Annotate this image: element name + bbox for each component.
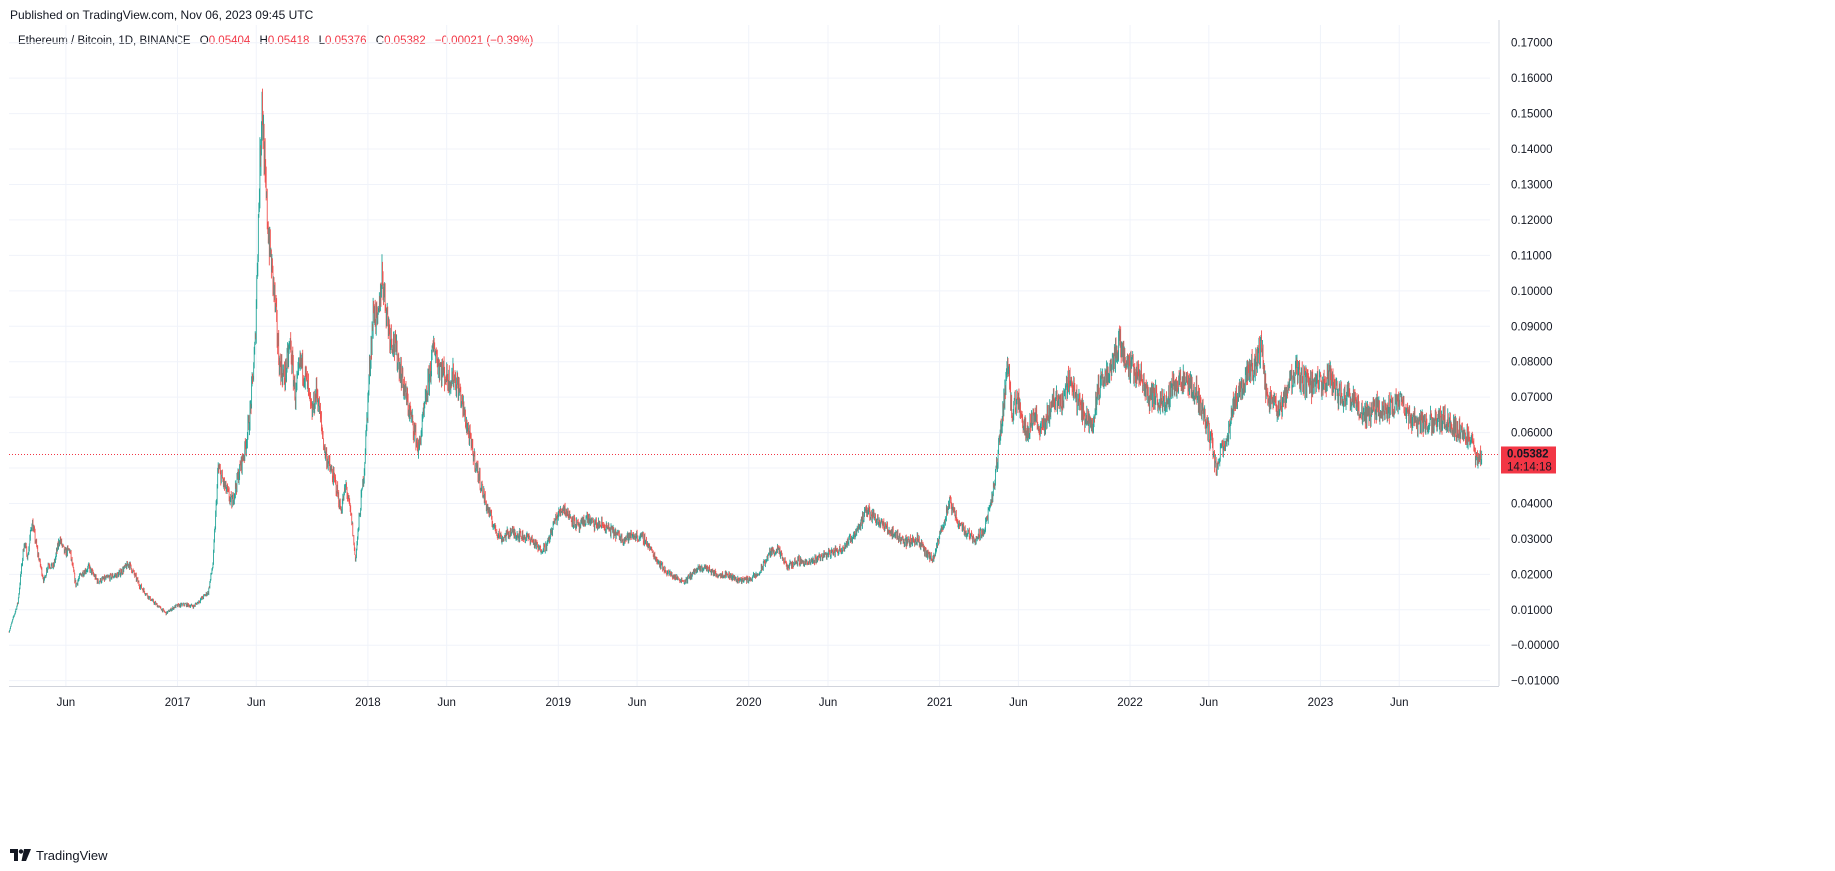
published-caption: Published on TradingView.com, Nov 06, 20… bbox=[10, 8, 314, 22]
grid bbox=[9, 25, 1490, 686]
tradingview-brand: TradingView bbox=[36, 847, 108, 863]
last-price-badge-bg bbox=[1501, 446, 1556, 474]
low-label: L bbox=[318, 35, 325, 47]
y-tick-label: 0.08000 bbox=[1511, 357, 1553, 369]
countdown-label: 14:14:18 bbox=[1507, 461, 1552, 473]
x-tick-label: Jun bbox=[437, 697, 456, 709]
x-tick-label: Jun bbox=[628, 697, 647, 709]
y-tick-label: −0.00000 bbox=[1511, 640, 1559, 652]
y-tick-label: 0.14000 bbox=[1511, 144, 1553, 156]
tradingview-footer[interactable]: TradingView bbox=[10, 847, 108, 863]
change-value: −0.00021 (−0.39%) bbox=[434, 35, 534, 47]
ohlc-legend: Ethereum / Bitcoin, 1D, BINANCE O0.05404… bbox=[18, 35, 533, 47]
open-label: O bbox=[199, 35, 209, 47]
x-tick-label: 2019 bbox=[546, 697, 572, 709]
close-label: C bbox=[375, 35, 385, 47]
x-tick-label: Jun bbox=[819, 697, 838, 709]
close-value: 0.05382 bbox=[384, 35, 426, 47]
last-price-badge: 0.05382 14:14:18 bbox=[1501, 446, 1556, 474]
y-tick-label: 0.12000 bbox=[1511, 215, 1553, 227]
y-tick-label: 0.13000 bbox=[1511, 179, 1553, 191]
y-tick-label: 0.06000 bbox=[1511, 428, 1553, 440]
x-tick-label: Jun bbox=[57, 697, 76, 709]
y-tick-label: 0.16000 bbox=[1511, 73, 1553, 85]
y-tick-label: 0.11000 bbox=[1511, 250, 1552, 262]
high-label: H bbox=[259, 35, 268, 47]
y-tick-label: 0.17000 bbox=[1511, 38, 1553, 50]
symbol-label: Ethereum / Bitcoin, 1D, BINANCE bbox=[18, 35, 191, 47]
x-tick-label: Jun bbox=[247, 697, 266, 709]
y-tick-label: 0.04000 bbox=[1511, 498, 1553, 510]
x-tick-label: 2021 bbox=[927, 697, 953, 709]
tradingview-logo-icon bbox=[10, 849, 31, 861]
last-price-label: 0.05382 bbox=[1507, 448, 1549, 460]
y-tick-label: −0.01000 bbox=[1511, 676, 1559, 688]
y-tick-label: 0.09000 bbox=[1511, 321, 1553, 333]
x-tick-label: 2023 bbox=[1308, 697, 1334, 709]
candlesticks bbox=[8, 88, 1483, 633]
x-tick-label: 2020 bbox=[736, 697, 762, 709]
y-tick-label: 0.02000 bbox=[1511, 569, 1553, 581]
axes: 0.17000 0.16000 0.15000 0.14000 0.13000 0.120… bbox=[9, 20, 1559, 709]
high-value: 0.05418 bbox=[267, 35, 310, 47]
low-value: 0.05376 bbox=[325, 35, 367, 47]
x-tick-label: Jun bbox=[1200, 697, 1219, 709]
y-tick-label: 0.03000 bbox=[1511, 534, 1553, 546]
open-value: 0.05404 bbox=[208, 35, 251, 47]
y-tick-label: 0.15000 bbox=[1511, 109, 1553, 121]
x-tick-label: 2018 bbox=[355, 697, 381, 709]
x-tick-label: 2017 bbox=[165, 697, 191, 709]
y-tick-label: 0.07000 bbox=[1511, 392, 1553, 404]
y-tick-label: 0.10000 bbox=[1511, 286, 1553, 298]
y-tick-label: 0.01000 bbox=[1511, 605, 1553, 617]
x-tick-label: Jun bbox=[1390, 697, 1409, 709]
x-tick-label: 2022 bbox=[1117, 697, 1143, 709]
x-tick-label: Jun bbox=[1009, 697, 1028, 709]
